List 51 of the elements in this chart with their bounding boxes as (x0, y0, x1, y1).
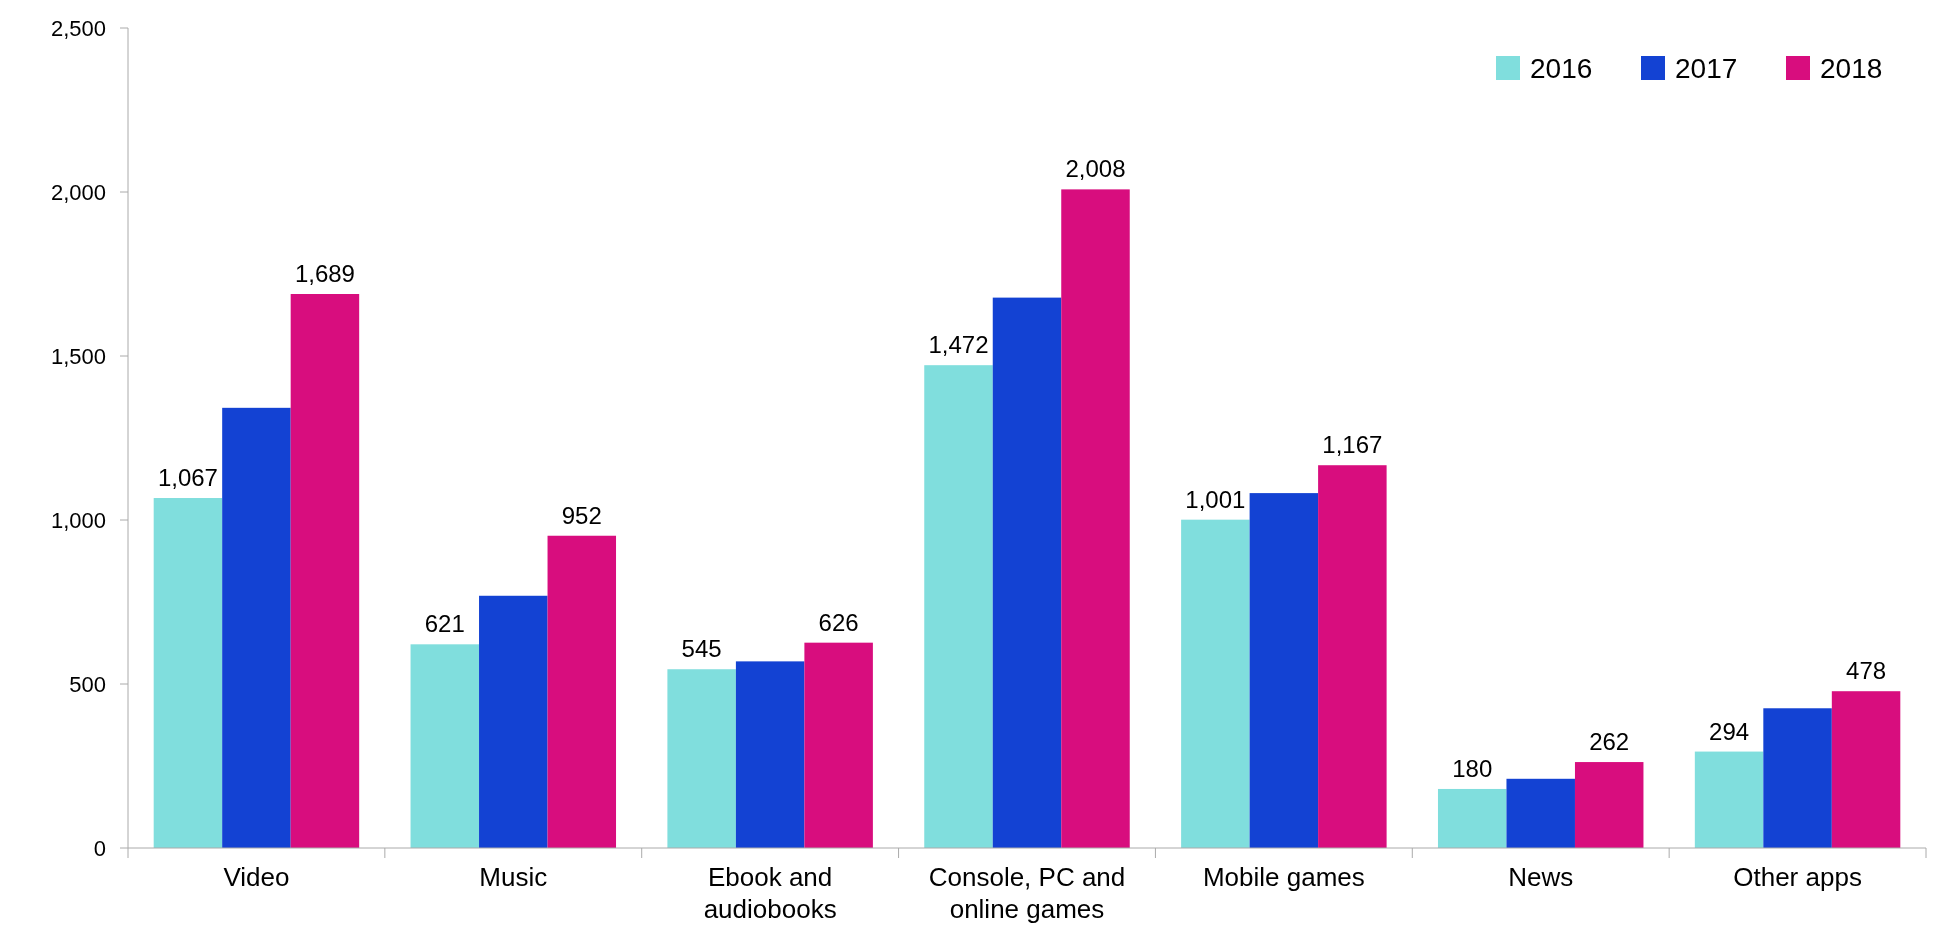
bar (153, 498, 223, 848)
x-tick-label: Video (223, 862, 290, 892)
x-tick-label: Console, PC and online games (928, 862, 1126, 924)
bar (1437, 788, 1507, 848)
bar (1181, 519, 1250, 848)
legend-label: 2018 (1820, 52, 1883, 84)
y-tick-label: 1,000 (50, 507, 106, 533)
data-label: 2,008 (1065, 155, 1126, 183)
data-label: 952 (561, 501, 602, 529)
x-tick-label: Mobile games (1202, 862, 1365, 892)
data-label: 1,167 (1322, 431, 1383, 459)
x-tick-label: Other apps (1733, 862, 1862, 892)
data-label: 621 (424, 610, 465, 638)
bar (1763, 708, 1832, 848)
bar (1574, 762, 1644, 848)
x-tick-label: Music (479, 862, 548, 892)
y-tick-label: 2,000 (50, 179, 106, 205)
bar (804, 642, 873, 848)
data-label: 262 (1589, 728, 1630, 756)
legend-label: 2017 (1675, 52, 1738, 84)
y-tick-label: 2,500 (50, 15, 106, 41)
data-label: 1,689 (294, 260, 355, 288)
bar (1061, 189, 1130, 848)
legend-label: 2016 (1530, 52, 1593, 84)
bar (735, 661, 805, 848)
bar (547, 535, 617, 848)
data-label: 545 (681, 635, 722, 663)
y-tick-label: 1,500 (50, 343, 106, 369)
bar (479, 595, 548, 848)
data-label: 626 (818, 608, 859, 636)
bar (1318, 465, 1387, 848)
bar (667, 669, 736, 848)
bar (410, 644, 480, 848)
data-label: 478 (1846, 657, 1887, 685)
y-tick-label: 500 (69, 671, 106, 697)
bar (1831, 691, 1901, 848)
bar (992, 297, 1062, 848)
x-tick-label: Ebook and audiobooks (703, 862, 837, 924)
data-label: 1,472 (928, 331, 989, 359)
bar (290, 294, 360, 848)
bar (222, 407, 291, 848)
bar (1694, 751, 1764, 848)
bar (1249, 493, 1319, 848)
y-tick-label: 0 (93, 835, 106, 861)
data-label: 1,067 (157, 464, 218, 492)
x-tick-label: News (1508, 862, 1574, 892)
bar (1506, 778, 1575, 848)
data-label: 294 (1709, 717, 1750, 745)
data-label: 180 (1452, 754, 1493, 782)
bar (924, 365, 993, 848)
data-label: 1,001 (1185, 485, 1246, 513)
